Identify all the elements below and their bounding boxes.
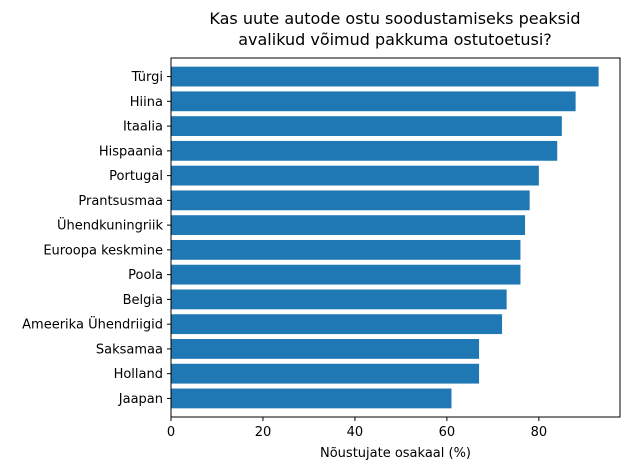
- y-tick-label: Ameerika Ühendriigid: [22, 316, 163, 333]
- y-tick-label: Portugal: [109, 169, 163, 184]
- y-tick-label: Euroopa keskmine: [43, 243, 163, 258]
- bar: [171, 289, 507, 310]
- axes-frame: [170, 57, 621, 418]
- x-tick-label: 0: [167, 425, 175, 440]
- x-axis-label: Nõustujate osakaal (%): [320, 446, 471, 461]
- bar: [171, 165, 539, 186]
- x-tick-label: 40: [347, 425, 364, 440]
- x-tick-label: 80: [531, 425, 548, 440]
- bar: [171, 66, 599, 87]
- y-tick-label: Türgi: [131, 70, 163, 85]
- bar: [171, 215, 526, 236]
- y-tick-label: Hispaania: [99, 144, 163, 159]
- chart-title-line-1: Kas uute autode ostu soodustamiseks peak…: [209, 9, 580, 28]
- bar: [171, 363, 480, 384]
- y-tick-label: Jaapan: [118, 392, 163, 407]
- y-tick-label: Holland: [114, 367, 163, 382]
- y-tick-label: Poola: [128, 268, 163, 283]
- bar: [171, 116, 562, 136]
- bar: [171, 264, 521, 285]
- y-tick-label: Prantsusmaa: [78, 194, 163, 209]
- y-tick-label: Saksamaa: [96, 342, 163, 357]
- chart-title-line-2: avalikud võimud pakkuma ostutoetusi?: [238, 30, 552, 49]
- y-tick-label: Ühendkuningriik: [57, 217, 164, 234]
- bar: [171, 339, 480, 359]
- bar: [171, 140, 558, 161]
- bar: [171, 314, 503, 335]
- x-tick-label: 20: [255, 425, 272, 440]
- x-tick-label: 60: [439, 425, 456, 440]
- y-tick-label: Hiina: [130, 95, 163, 110]
- bar: [171, 239, 521, 260]
- y-tick-label: Belgia: [123, 293, 163, 308]
- bar: [171, 91, 576, 112]
- bar: [171, 388, 452, 409]
- y-tick-label: Itaalia: [123, 120, 163, 135]
- bar: [171, 190, 530, 211]
